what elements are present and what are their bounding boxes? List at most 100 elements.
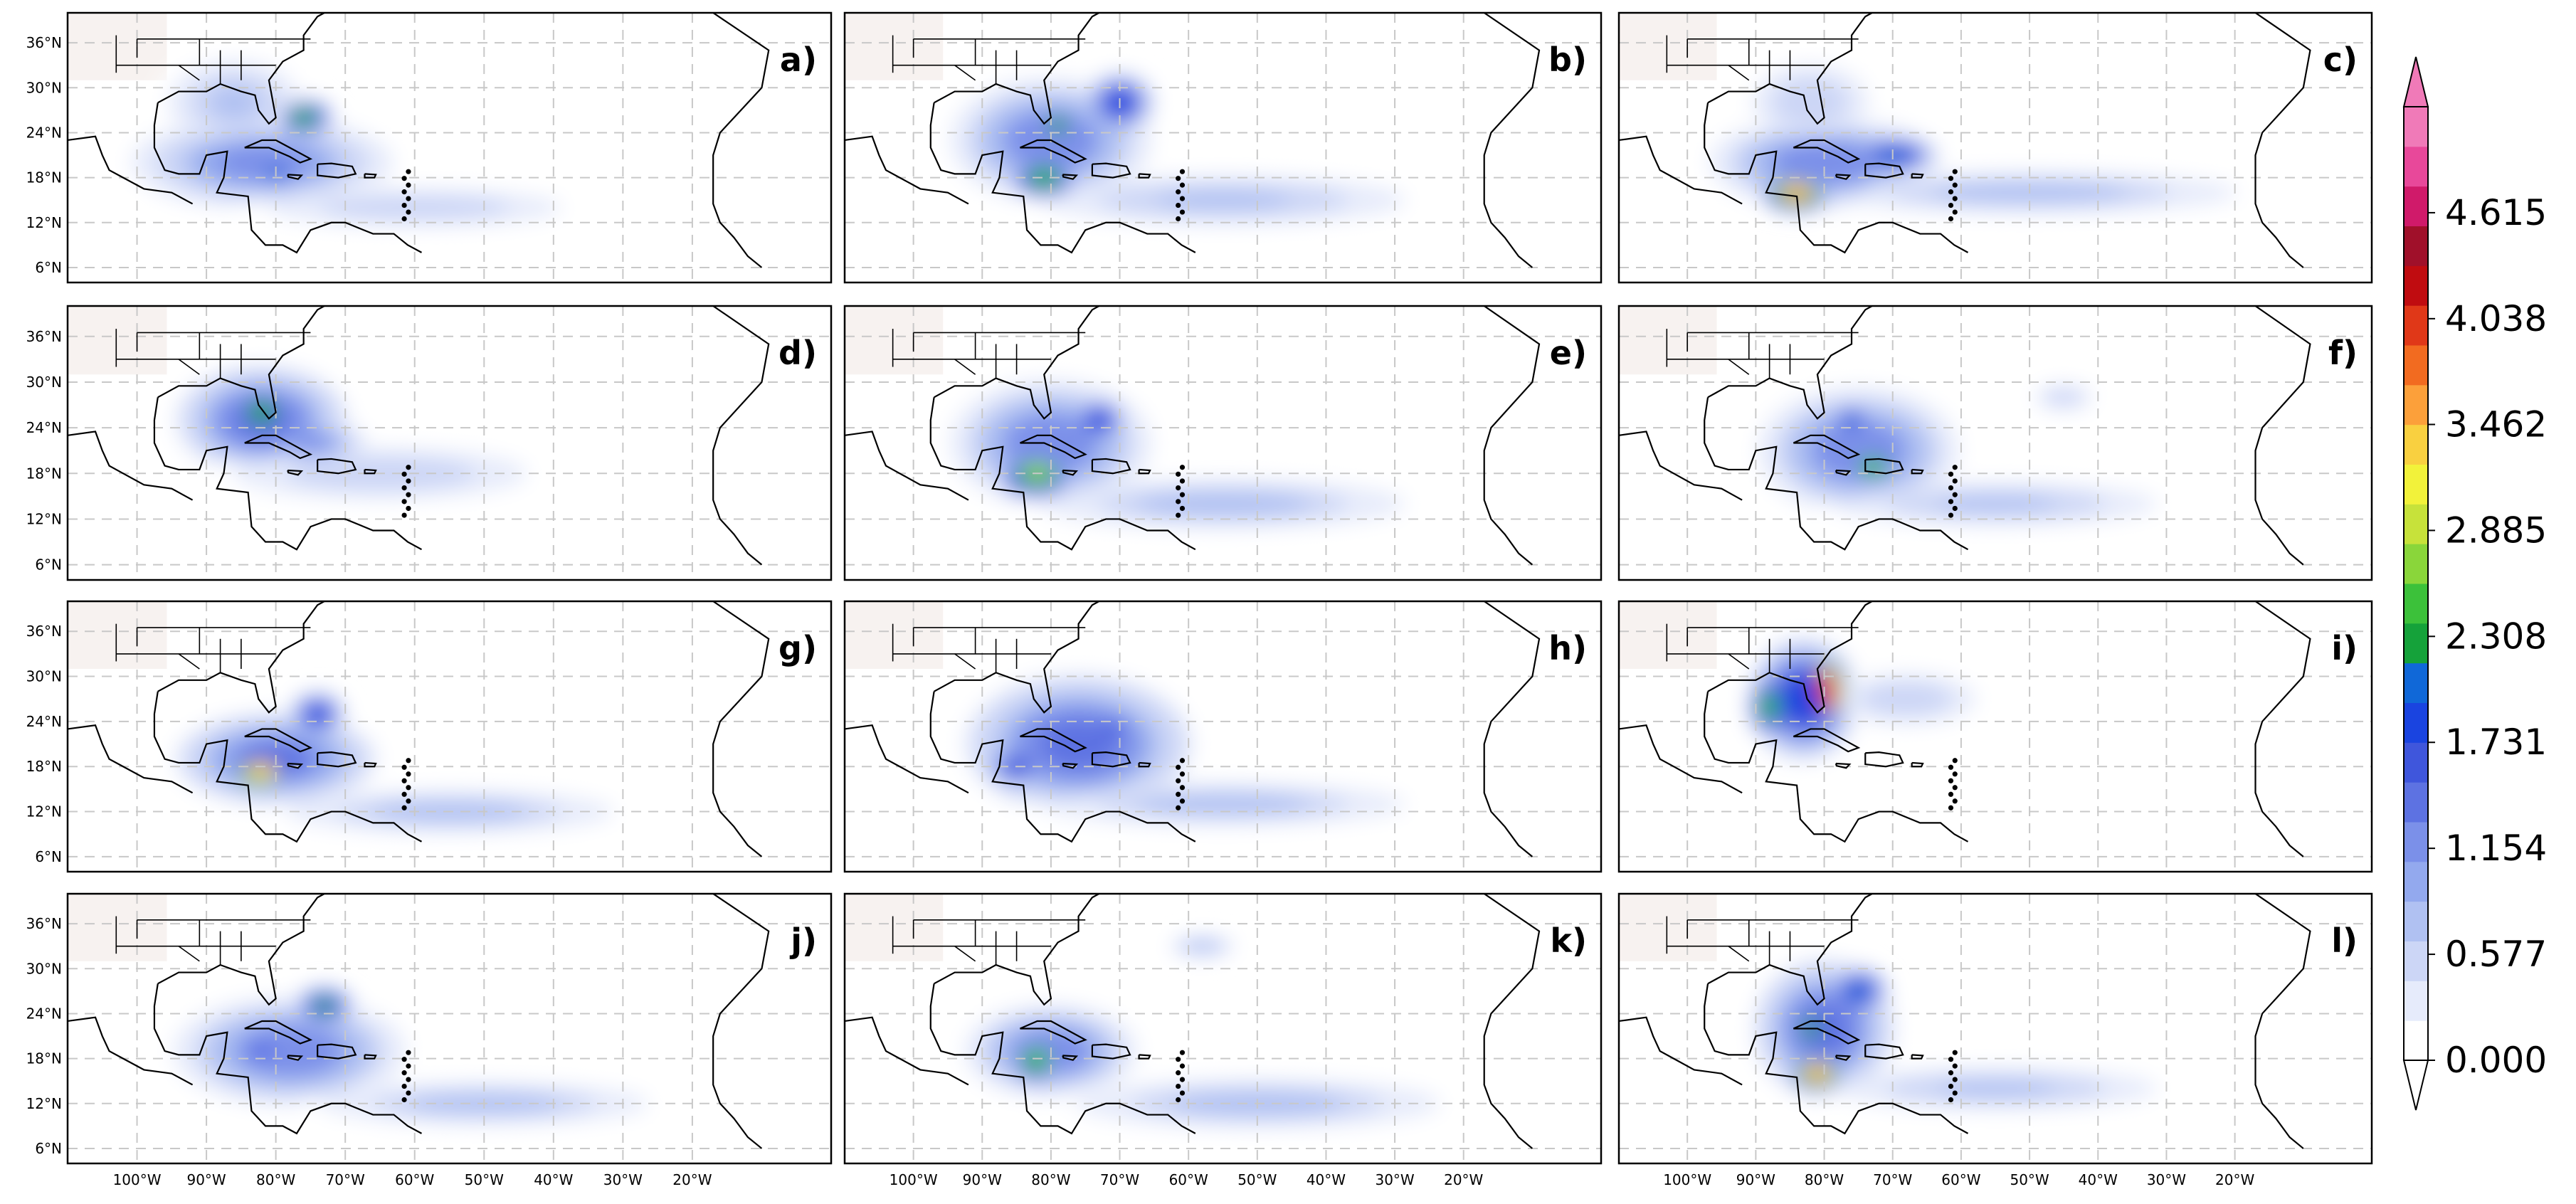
- density-contour: [1190, 942, 1215, 951]
- colorbar-segment: [2404, 1020, 2428, 1061]
- lat-tick-label: 18°N: [26, 465, 62, 482]
- lat-tick-label: 36°N: [26, 34, 62, 51]
- lat-tick-label: 36°N: [26, 915, 62, 932]
- panel-frame: [1617, 892, 2373, 1165]
- lat-tick-label: 24°N: [26, 124, 62, 141]
- colorbar-tick-label: 0.577: [2445, 934, 2547, 975]
- density-contour: [218, 147, 306, 179]
- lon-tick-label: 20°W: [2215, 1171, 2254, 1188]
- colorbar-tick-label: 3.462: [2445, 403, 2547, 445]
- lat-tick-label: 30°N: [26, 668, 62, 685]
- colorbar-segment: [2404, 265, 2428, 306]
- colorbar-segment: [2404, 424, 2428, 465]
- lon-tick-label: 60°W: [1941, 1171, 1980, 1188]
- density-contour: [291, 435, 330, 451]
- land-tint: [68, 13, 167, 80]
- lon-tick-label: 90°W: [186, 1171, 226, 1188]
- panel-label: k): [1550, 922, 1587, 960]
- map-panel-d: d) 36°N 30°N 24°N 18°N 12°N 6°N: [26, 305, 833, 581]
- density-field: [164, 687, 649, 838]
- density-contour: [1877, 688, 1936, 709]
- coastlines: [1619, 306, 2311, 566]
- lon-tick-label: 70°W: [1100, 1171, 1139, 1188]
- density-contour: [1800, 1005, 1849, 1052]
- lon-tick-label: 60°W: [395, 1171, 434, 1188]
- coastlines: [845, 13, 1541, 268]
- panel-label: b): [1548, 41, 1587, 79]
- panel-frame: [66, 600, 833, 873]
- lat-tick-label: 36°N: [26, 328, 62, 345]
- land-tint: [1619, 306, 1717, 375]
- colorbar-segment: [2404, 544, 2428, 584]
- land-tint: [68, 601, 167, 669]
- panel-label: h): [1548, 629, 1587, 667]
- panel-frame: [66, 11, 833, 284]
- map-panel-a: a) 36°N 30°N 24°N 18°N 12°N 6°N: [26, 11, 833, 284]
- density-contour: [1844, 414, 1859, 426]
- lon-tick-label: 70°W: [1873, 1171, 1912, 1188]
- lat-tick-label: 12°N: [26, 803, 62, 820]
- colorbar-extend-max: [2402, 56, 2429, 107]
- panel-frame: [1617, 11, 2373, 284]
- gridlines: [68, 306, 831, 580]
- lat-tick-label: 6°N: [35, 848, 62, 865]
- colorbar-segment: [2404, 901, 2428, 941]
- coastlines: [1619, 601, 2311, 857]
- density-field: [1741, 630, 2001, 769]
- map-panel-i: i): [1617, 600, 2373, 873]
- coastlines: [68, 894, 770, 1149]
- gridlines: [845, 894, 1601, 1163]
- density-contour: [1089, 412, 1109, 428]
- coastlines: [845, 601, 1541, 857]
- lat-tick-label: 12°N: [26, 214, 62, 231]
- density-field: [1748, 379, 2192, 530]
- map-panel-g: g) 36°N 30°N 24°N 18°N 12°N 6°N: [26, 600, 833, 873]
- lon-tick-label: 20°W: [672, 1171, 712, 1188]
- lat-tick-label: 30°N: [26, 374, 62, 391]
- density-contour: [1785, 147, 1863, 179]
- lon-tick-label: 50°W: [1237, 1171, 1277, 1188]
- coastlines: [68, 306, 770, 566]
- density-contour: [247, 762, 277, 778]
- coastlines: [68, 13, 770, 268]
- panel-label: a): [780, 41, 817, 79]
- panel-label: g): [778, 629, 817, 667]
- land-tint: [845, 894, 944, 961]
- panel-label: i): [2331, 629, 2358, 667]
- density-contour: [1849, 983, 1869, 999]
- colorbar-segment: [2404, 822, 2428, 862]
- panel-frame: [843, 892, 1603, 1165]
- map-panel-c: c): [1617, 11, 2373, 284]
- colorbar-segment: [2404, 107, 2428, 147]
- panel-label: f): [2328, 334, 2358, 372]
- colorbar-tick-label: 1.154: [2445, 828, 2547, 869]
- colorbar-segment: [2404, 742, 2428, 783]
- land-tint: [1619, 601, 1717, 669]
- map-background: [1619, 306, 2372, 580]
- gridlines: [68, 601, 831, 872]
- colorbar-segment: [2404, 583, 2428, 624]
- lon-tick-label: 90°W: [963, 1171, 1002, 1188]
- lat-tick-label: 30°N: [26, 960, 62, 977]
- density-contour: [1155, 494, 1291, 514]
- lon-tick-label: 30°W: [1375, 1171, 1414, 1188]
- colorbar-extend-min: [2402, 1060, 2429, 1111]
- gridlines: [1619, 13, 2372, 282]
- panel-frame: [66, 305, 833, 581]
- lon-tick-label: 80°W: [1031, 1171, 1070, 1188]
- density-contour: [1155, 796, 1291, 813]
- colorbar-segment: [2404, 504, 2428, 544]
- lon-tick-label: 40°W: [2079, 1171, 2118, 1188]
- panel-label: c): [2323, 41, 2358, 79]
- gridlines: [1619, 601, 2372, 872]
- lon-tick-label: 30°W: [603, 1171, 643, 1188]
- lon-tick-label: 40°W: [534, 1171, 573, 1188]
- map-panel-h: h): [843, 600, 1603, 873]
- density-contour: [2052, 391, 2076, 403]
- panel-frame: [1617, 600, 2373, 873]
- lon-tick-label: 90°W: [1736, 1171, 1775, 1188]
- coastlines: [68, 601, 770, 857]
- lat-tick-label: 12°N: [26, 1095, 62, 1112]
- lat-tick-label: 24°N: [26, 419, 62, 436]
